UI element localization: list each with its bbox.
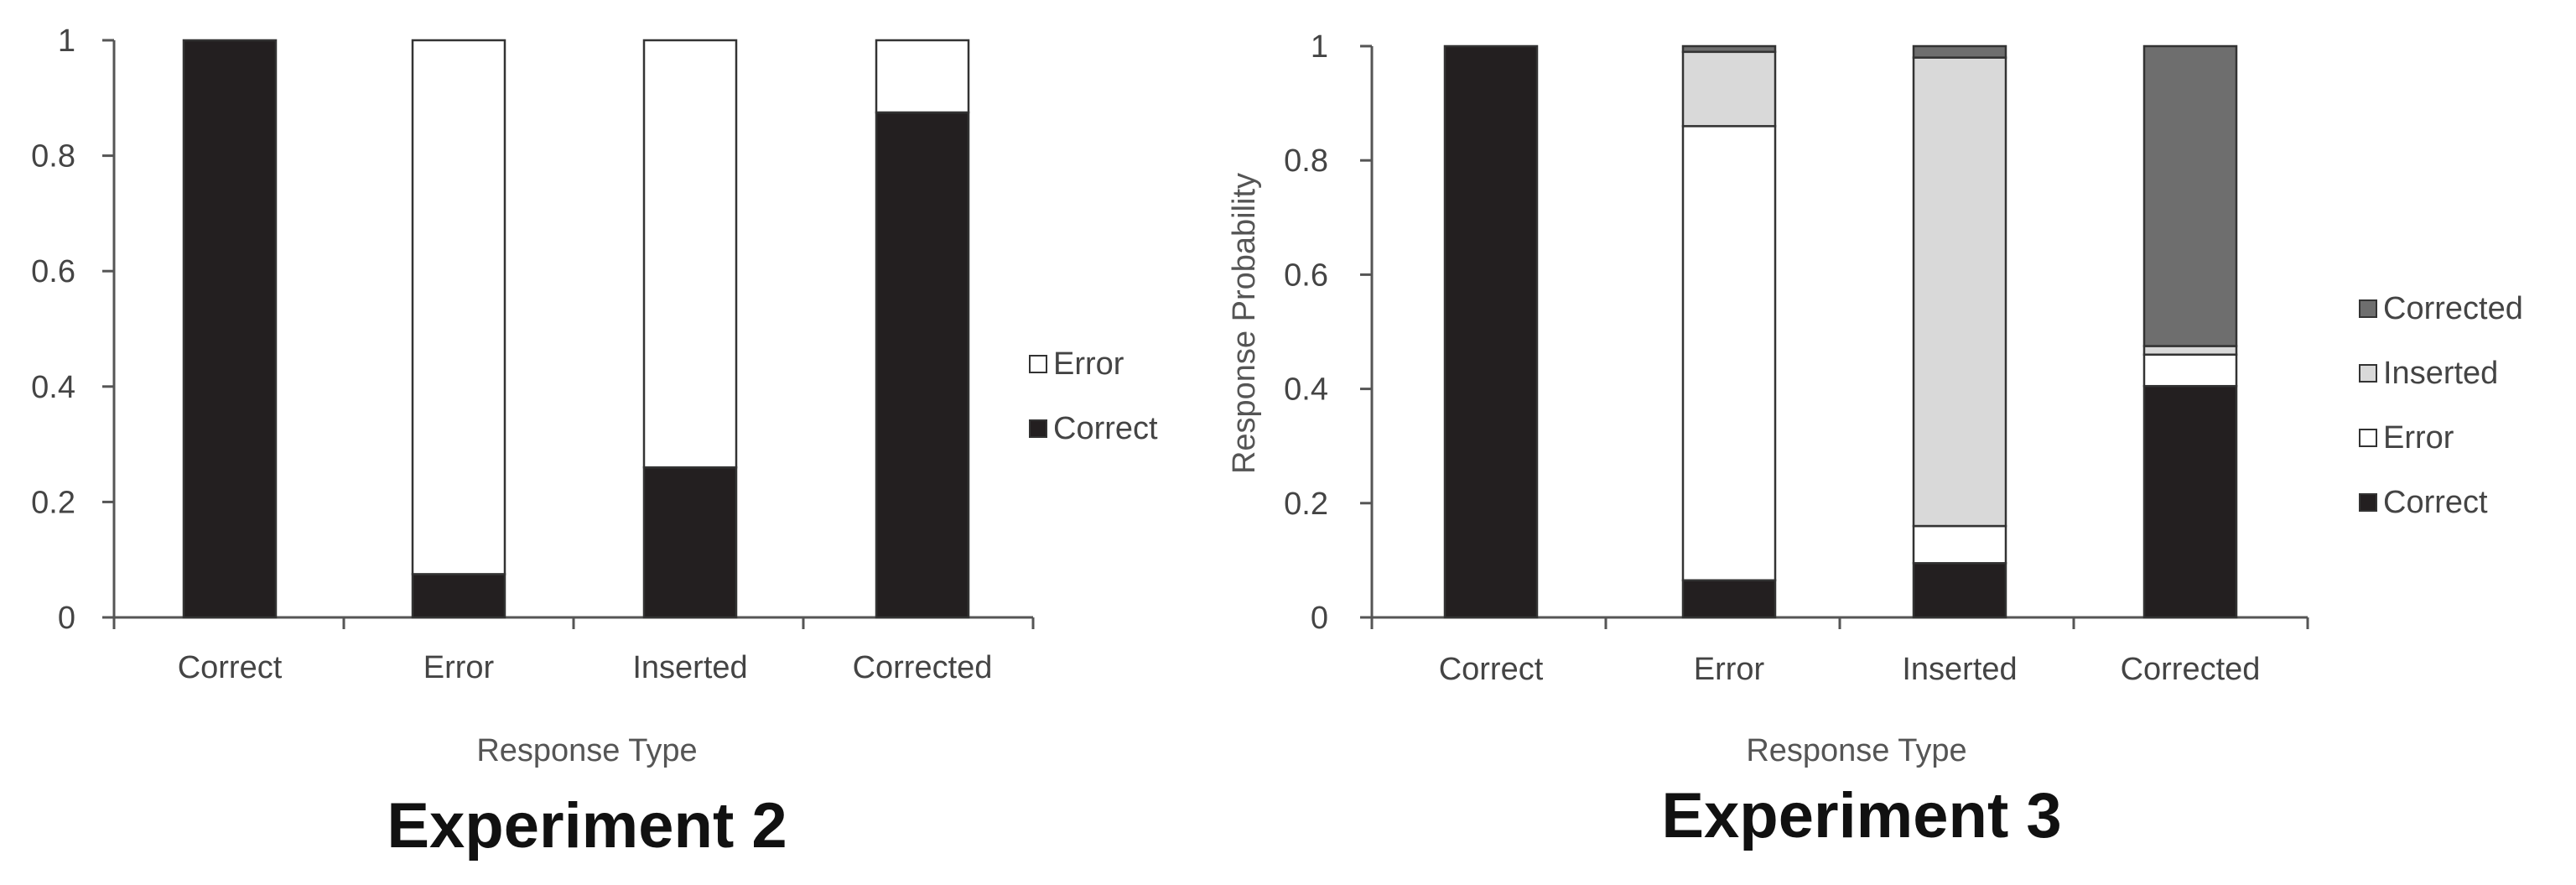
bar-inserted-corrected bbox=[1912, 44, 2007, 59]
y-tick-label: 0.8 bbox=[1284, 143, 1328, 179]
legend-label-inserted: Inserted bbox=[2383, 356, 2498, 391]
y-tick-label: 0.2 bbox=[31, 485, 75, 520]
bar-correct-correct bbox=[182, 39, 278, 619]
x-tick-label-correct: Correct bbox=[1439, 652, 1544, 687]
bar-inserted-inserted bbox=[1912, 56, 2007, 528]
x-tick-label-correct: Correct bbox=[178, 650, 283, 685]
bar-corrected-corrected bbox=[2142, 44, 2238, 347]
x-tick-label-error: Error bbox=[1694, 652, 1765, 687]
experiment-2-chart: 0 0.2 0.4 0.6 0.8 1 Correct Error Inserted Correc… bbox=[31, 23, 1158, 862]
bar-error-correct bbox=[411, 573, 506, 619]
bar-error-error bbox=[1681, 125, 1777, 581]
bar-inserted-error bbox=[642, 39, 738, 469]
x-tick-label-error: Error bbox=[423, 650, 495, 685]
legend-swatch-error bbox=[1029, 355, 1047, 373]
bar-error-corrected bbox=[1681, 44, 1777, 54]
legend: Corrected Inserted Error Correct bbox=[2359, 291, 2523, 520]
y-axis-title: Response Probability bbox=[1227, 173, 1262, 474]
y-tick-label: 0.4 bbox=[1284, 372, 1328, 408]
bar-corrected-error bbox=[875, 39, 970, 114]
bar-error-inserted bbox=[1681, 50, 1777, 128]
x-tick-label-corrected: Corrected bbox=[853, 650, 993, 685]
legend-swatch-inserted bbox=[2359, 364, 2377, 383]
legend-label-correct: Correct bbox=[1053, 411, 1158, 446]
bar-corrected-inserted bbox=[2142, 345, 2238, 356]
bar-error-error bbox=[411, 39, 506, 575]
x-axis-title: Response Type bbox=[476, 733, 697, 768]
bar-inserted-correct bbox=[642, 466, 738, 619]
legend-swatch-correct bbox=[1029, 419, 1047, 438]
chart-caption: Experiment 3 bbox=[1661, 780, 2061, 851]
chart-caption: Experiment 2 bbox=[387, 790, 787, 862]
bar-correct-correct bbox=[1443, 44, 1539, 619]
y-tick-label: 0.6 bbox=[31, 254, 75, 289]
x-tick-label-corrected: Corrected bbox=[2121, 652, 2261, 687]
legend-label-correct: Correct bbox=[2383, 485, 2488, 520]
x-tick-label-inserted: Inserted bbox=[632, 650, 747, 685]
bar-inserted-correct bbox=[1912, 562, 2007, 619]
y-tick-label: 0.4 bbox=[31, 370, 75, 405]
y-tick-label: 1 bbox=[58, 23, 75, 59]
bar-corrected-error bbox=[2142, 353, 2238, 388]
y-tick-label: 1 bbox=[1311, 29, 1328, 65]
legend-label-corrected: Corrected bbox=[2383, 291, 2523, 326]
y-tick-label: 0 bbox=[58, 601, 75, 636]
legend-swatch-correct bbox=[2359, 493, 2377, 512]
y-tick-label: 0 bbox=[1311, 601, 1328, 636]
y-tick-label: 0.2 bbox=[1284, 487, 1328, 522]
x-axis-title: Response Type bbox=[1746, 733, 1966, 768]
legend-swatch-corrected bbox=[2359, 299, 2377, 318]
legend-label-error: Error bbox=[2383, 420, 2454, 456]
bar-inserted-error bbox=[1912, 524, 2007, 565]
legend-swatch-error bbox=[2359, 429, 2377, 447]
legend: Error Correct bbox=[1029, 346, 1158, 446]
experiment-2-panel: 0 0.2 0.4 0.6 0.8 1 Correct Error Inserted Correc… bbox=[0, 0, 1224, 885]
experiment-3-panel: 0 0.2 0.4 0.6 0.8 1 Correct Error Inserted Correc… bbox=[1224, 0, 2576, 885]
y-tick-label: 0.8 bbox=[31, 139, 75, 174]
bar-error-correct bbox=[1681, 579, 1777, 619]
x-tick-label-inserted: Inserted bbox=[1902, 652, 2017, 687]
bar-corrected-correct bbox=[2142, 384, 2238, 619]
bar-corrected-correct bbox=[875, 111, 970, 619]
y-tick-label: 0.6 bbox=[1284, 258, 1328, 293]
legend-label-error: Error bbox=[1053, 346, 1124, 382]
